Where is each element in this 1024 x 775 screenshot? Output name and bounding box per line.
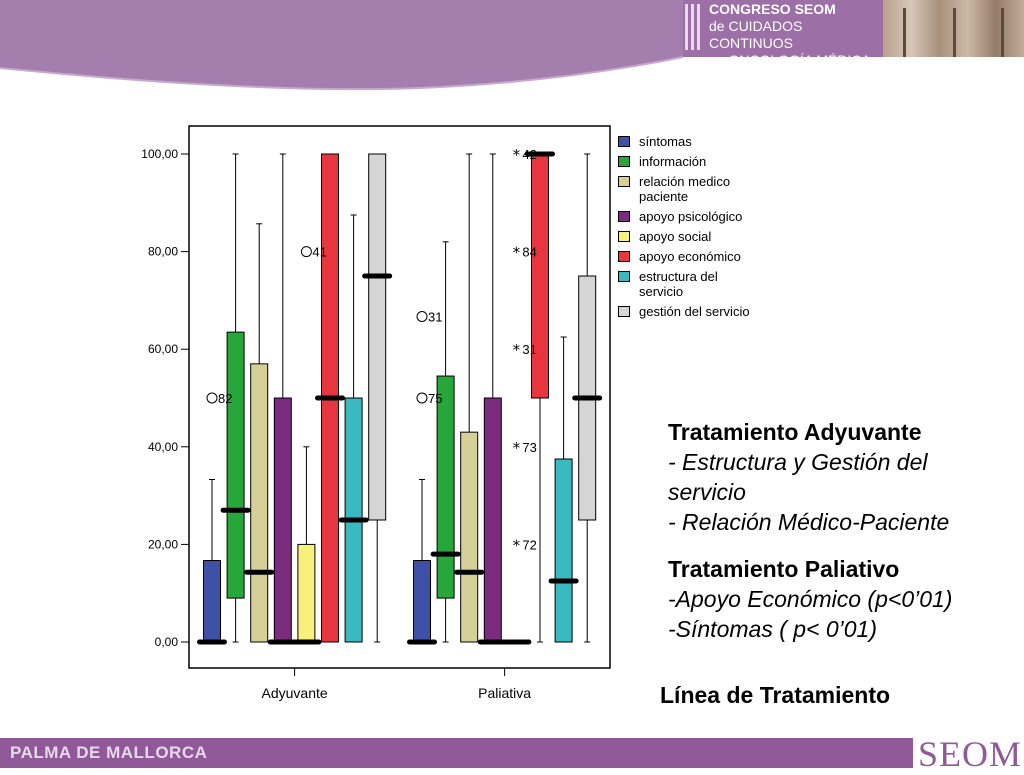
legend-label: apoyo económico [639,249,741,264]
adjuvant-item-relation: - Relación Médico-Paciente [668,509,950,535]
box-apoyo-social [297,543,316,643]
legend-item: relación medico paciente [618,174,778,204]
congress-title-line-1: CONGRESO SEOM [709,1,836,17]
x-tick-label: Adyuvante [262,685,328,701]
legend-label: síntomas [639,134,692,149]
outlier-circle [206,392,218,404]
outlier-label: 72 [522,537,536,552]
legend-swatch [618,136,630,147]
outlier-circle [416,311,428,323]
outlier-star: * [513,244,521,262]
y-tick-label: 60,00 [148,342,178,356]
legend-label: gestión del servicio [639,304,750,319]
legend-label: apoyo psicológico [639,209,743,224]
y-tick-label: 0,00 [155,635,179,649]
outlier-label: 31 [522,342,536,357]
y-tick-label: 20,00 [148,537,178,551]
legend-swatch [618,251,630,262]
legend-swatch [618,271,630,282]
x-tick-label: Paliativa [478,685,531,701]
y-tick-label: 100,00 [141,147,178,161]
outlier-circle [300,246,312,258]
box-síntomas [203,560,221,643]
legend-swatch [618,176,630,187]
outlier-label: 31 [428,310,442,325]
box-síntomas [413,560,431,643]
footer-logo-box [913,738,1024,768]
palliative-item-economic: -Apoyo Económico (p<0’01) [668,586,953,612]
adjuvant-item-structure: - Estructura y Gestión del servicio [668,449,928,505]
outlier-star: * [513,439,521,457]
outlier-label: 82 [218,391,232,406]
y-tick-label: 40,00 [148,440,178,454]
footer-band: PALMA DE MALLORCA [0,738,1024,768]
palliative-heading: Tratamiento Paliativo [668,556,900,582]
legend-item: gestión del servicio [618,304,778,319]
x-axis-title: Línea de Tratamiento [660,682,891,708]
plot-frame [188,125,611,669]
legend-swatch [618,156,630,167]
congress-title-line-2: de CUIDADOS CONTINUOS [709,18,803,51]
box-apoyo-económico [531,153,549,399]
congress-title-line-3: en ONCOLOGÍA MÉDICA [709,52,871,68]
outlier-label: 73 [522,440,536,455]
legend-item: apoyo económico [618,249,778,264]
outlier-label: 75 [428,391,442,406]
box-gestión-del-servicio [368,153,387,521]
box-información [436,375,455,599]
legend-label: información [639,154,707,169]
box-relación-medico-paciente [250,363,269,643]
box-estructura-del-servicio [554,458,573,643]
legend-item: estructura del servicio [618,269,778,299]
legend-swatch [618,306,630,317]
legend-item: información [618,154,778,169]
findings-notes: Tratamiento Adyuvante - Estructura y Ges… [668,417,988,644]
outlier-star: * [513,146,521,164]
outlier-star: * [513,341,521,359]
outlier-star: * [513,536,521,554]
legend-item: apoyo psicológico [618,209,778,224]
box-apoyo-psicológico [273,397,292,643]
adjuvant-heading: Tratamiento Adyuvante [668,419,922,445]
header-band [0,0,684,91]
outlier-label: 42 [522,147,536,162]
box-relación-medico-paciente [460,431,479,643]
legend-label: estructura del servicio [639,269,718,299]
footer-location: PALMA DE MALLORCA [10,743,208,762]
outlier-label: 84 [522,245,536,260]
legend-item: apoyo social [618,229,778,244]
legend-swatch [618,231,630,242]
legend-label: apoyo social [639,229,712,244]
chart-legend: síntomas información relación medico pacie… [618,134,778,324]
seom-logo: SEOM [918,734,1023,774]
congress-bars-icon [683,4,703,50]
outlier-circle [416,392,428,404]
congress-logo: CONGRESO SEOM de CUIDADOS CONTINUOS en O… [683,0,883,68]
legend-item: síntomas [618,134,778,149]
palliative-item-symptoms: -Síntomas ( p< 0’01) [668,616,878,642]
header-photo [883,0,1024,57]
box-apoyo-psicológico [483,397,502,643]
box-información [226,331,245,599]
y-tick-label: 80,00 [148,245,178,259]
outlier-label: 41 [312,245,326,260]
legend-label: relación medico paciente [639,174,731,204]
legend-swatch [618,211,630,222]
boxplot-chart: 0,00 20,00 40,00 60,00 80,00 100,00 Adyuvante P… [141,125,611,701]
